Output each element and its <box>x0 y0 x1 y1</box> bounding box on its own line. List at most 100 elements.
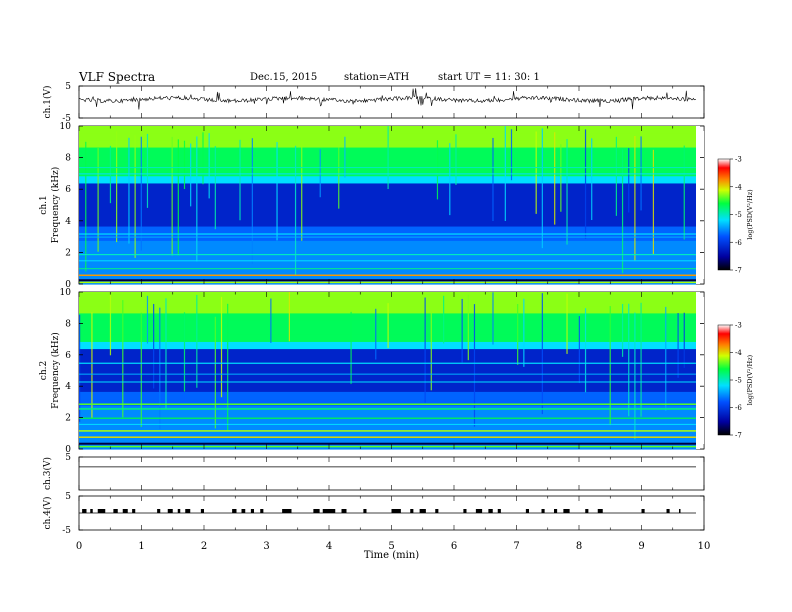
ch2-spectrogram-burst <box>350 311 352 384</box>
ch2-spectrogram-line <box>79 445 696 448</box>
date-label: Dec.15, 2015 <box>250 72 318 83</box>
ch1-spectrogram-burst <box>652 149 655 255</box>
ch2-spectrogram-line <box>79 362 696 364</box>
ch1-spectrogram-burst <box>566 139 568 245</box>
x-tick-label: 9 <box>638 541 644 552</box>
ch1-spectrogram-burst <box>634 135 636 261</box>
ch1-spectrogram-burst <box>190 143 192 207</box>
ch2-spectrogram-band <box>79 363 696 372</box>
ch2-spectrogram-band <box>79 384 696 393</box>
ch2-spectrogram-ylabel-line1: ch.2 <box>39 361 49 380</box>
ch1-spectrogram-band <box>79 255 696 264</box>
ch4-pulse <box>157 509 161 513</box>
ch4-pulse <box>410 509 414 513</box>
ch1-spectrogram-burst <box>584 129 587 239</box>
ch1-spectrogram-burst <box>97 148 99 252</box>
ch2-spectrogram-line <box>79 436 696 438</box>
ch1-spectrogram-band <box>79 262 696 271</box>
ch4-pulse <box>200 509 204 513</box>
ch1-spectrogram-band <box>79 190 696 199</box>
ch2-spectrogram-band <box>79 292 696 300</box>
ch2-spectrogram-colorbar-tick-label: -6 <box>735 404 742 412</box>
ch4-tick-label: -5 <box>62 526 71 536</box>
ch1-spectrogram-line <box>79 281 696 284</box>
ch4-pulse <box>585 509 589 513</box>
ch1-spectrogram-line <box>79 236 696 238</box>
ch1-spectrogram-burst <box>128 137 130 244</box>
x-tick-label: 7 <box>513 541 519 552</box>
ch4-pulse <box>475 509 483 513</box>
ch1-spectrogram-burst <box>319 149 321 198</box>
ch2-spectrogram-burst <box>109 295 112 356</box>
ch1-spectrogram-burst <box>615 136 617 216</box>
ch4-pulse <box>488 509 493 513</box>
ch2-spectrogram-burst <box>665 306 667 412</box>
x-tick-label: 0 <box>76 541 82 552</box>
ch1-spectrogram-band <box>79 205 696 213</box>
ch1-spectrogram-colorbar-tick-label: -5 <box>735 211 742 219</box>
ch4-pulse <box>260 509 264 513</box>
ch4-pulse <box>554 509 558 513</box>
ch1-ylabel: ch.1(V) <box>42 86 53 119</box>
ch2-spectrogram-burst <box>461 298 463 363</box>
ch2-spectrogram-burst <box>473 304 476 427</box>
ch1-tick-label: 5 <box>65 82 71 92</box>
ch1-spectrogram-burst <box>535 131 537 214</box>
ch1-spectrogram-blank <box>696 126 704 284</box>
ch4-pulse <box>167 509 173 513</box>
ch1-spectrogram-burst <box>239 139 241 221</box>
ch2-spectrogram-burst <box>146 295 149 344</box>
ch4-pulse <box>113 509 118 513</box>
ch2-spectrogram-line <box>79 417 696 419</box>
ch4-pulse <box>419 509 426 513</box>
waveform-layer <box>78 88 697 514</box>
ch1-spectrogram-line <box>79 253 696 256</box>
ch1-spectrogram-tick-label: 2 <box>65 248 71 258</box>
ch2-spectrogram-burst <box>79 314 81 422</box>
ch2-spectrogram-burst <box>159 307 161 430</box>
ch1-spectrogram-colorbar-tick-label: -6 <box>735 239 742 247</box>
ch1-spectrogram-burst <box>449 143 451 216</box>
ch1-spectrogram-colorbar-tick-label: -3 <box>735 156 742 164</box>
ch1-spectrogram-burst <box>621 149 624 274</box>
station-label: station=ATH <box>344 72 410 83</box>
ch2-spectrogram-burst <box>165 298 167 409</box>
ch2-spectrogram-tick-label: 10 <box>60 288 72 298</box>
ch2-spectrogram-burst <box>140 312 142 427</box>
ch2-spectrogram-line <box>79 408 696 410</box>
ch2-spectrogram-burst <box>634 312 636 440</box>
ch1-spectrogram-burst <box>140 136 142 251</box>
ch4-pulse <box>463 509 467 513</box>
ch1-spectrogram-burst <box>134 135 136 258</box>
ch4-pulse <box>435 509 439 513</box>
ch2-spectrogram-burst <box>227 303 229 432</box>
ch1-spectrogram-burst <box>436 140 439 200</box>
ch1-spectrogram-burst <box>560 144 562 212</box>
ch1-spectrogram-colorbar-tick-label: -4 <box>735 183 742 191</box>
ch2-spectrogram-band <box>79 441 696 450</box>
ch4-pulse <box>250 509 254 513</box>
ch2-spectrogram-burst <box>566 293 568 354</box>
ch1-spectrogram-burst <box>628 148 630 213</box>
ch4-ylabel: ch.4(V) <box>42 497 53 530</box>
ch2-spectrogram-burst <box>288 292 290 342</box>
ch4-pulse <box>185 509 191 513</box>
ch4-pulse <box>177 509 181 513</box>
ch4-pulse <box>341 509 347 513</box>
ch2-spectrogram-line <box>79 423 696 425</box>
x-tick-label: 5 <box>388 541 394 552</box>
ch1-spectrogram-band <box>79 269 696 278</box>
x-tick-label: 2 <box>201 541 207 552</box>
ch2-spectrogram-burst <box>584 308 587 393</box>
ch2-spectrogram-burst <box>640 302 642 417</box>
ch2-spectrogram-colorbar <box>717 324 731 436</box>
ch2-spectrogram-line <box>79 373 696 375</box>
ch1-spectrogram-burst <box>202 132 204 185</box>
ch2-spectrogram-ylabel-line2: Frequency (kHz) <box>50 332 61 409</box>
x-tick-label: 3 <box>263 541 269 552</box>
ch1-spectrogram-burst <box>146 133 149 208</box>
ch2-spectrogram-line <box>79 430 696 432</box>
ch1-spectrogram-line <box>79 167 696 169</box>
